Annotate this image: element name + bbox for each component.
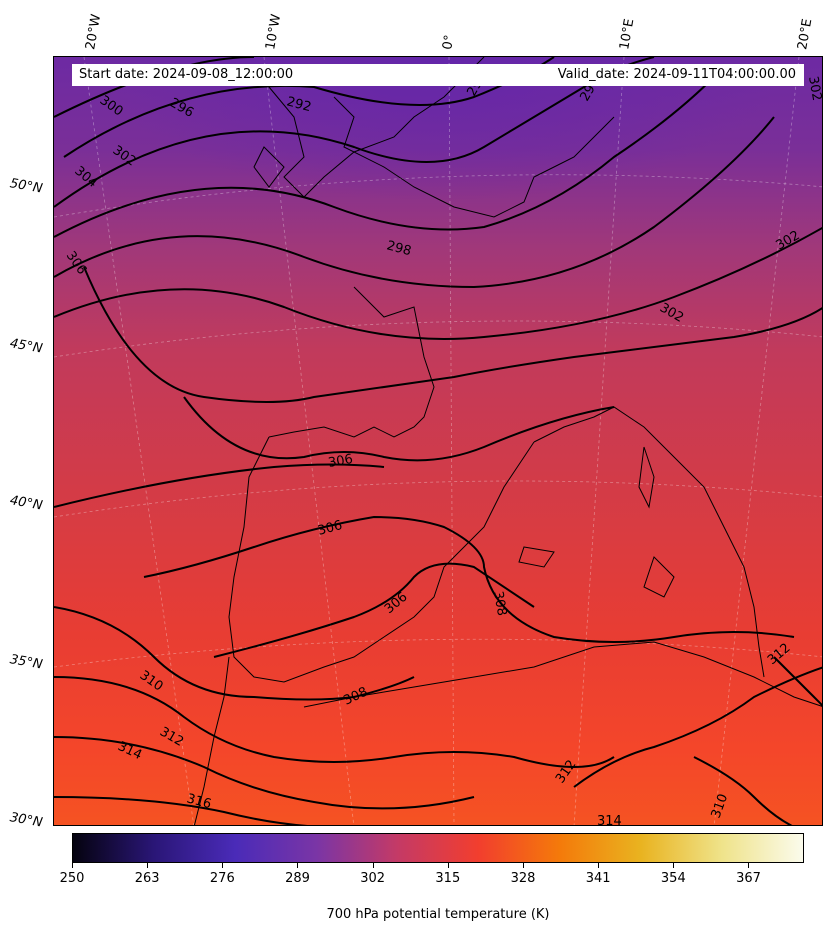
start-date: Start date: 2024-09-08_12:00:00 bbox=[79, 67, 294, 82]
lat-label: 35°N bbox=[8, 652, 44, 673]
contour-label: 316 bbox=[185, 791, 213, 812]
colorbar-tick-label: 328 bbox=[510, 871, 536, 886]
colorbar-tick-label: 367 bbox=[736, 871, 761, 886]
map-canvas: 296 292 294 294 300 302 304 298 306 302 … bbox=[54, 57, 823, 826]
cold-core bbox=[54, 57, 822, 377]
colorbar-tick bbox=[748, 863, 750, 868]
colorbar-tick-label: 302 bbox=[360, 871, 386, 886]
colorbar-tick bbox=[372, 863, 374, 868]
colorbar-tick bbox=[447, 863, 449, 868]
colorbar-tick-label: 354 bbox=[660, 871, 686, 886]
colorbar-tick bbox=[598, 863, 600, 868]
contour-label: 306 bbox=[316, 518, 344, 539]
contour-label: 306 bbox=[327, 452, 354, 471]
contour-label: 298 bbox=[385, 238, 413, 259]
contour-label: 308 bbox=[490, 590, 509, 617]
map-panel: 296 292 294 294 300 302 304 298 306 302 … bbox=[53, 56, 823, 826]
lon-label: 10°W bbox=[263, 13, 285, 52]
lon-label: 20°E bbox=[795, 17, 816, 52]
colorbar-tick-label: 250 bbox=[59, 871, 85, 886]
date-info-bar: Start date: 2024-09-08_12:00:00 Valid_da… bbox=[72, 64, 804, 86]
lat-label: 45°N bbox=[8, 336, 44, 357]
lat-label: 40°N bbox=[8, 493, 44, 514]
lat-label: 30°N bbox=[8, 810, 44, 831]
colorbar-tick bbox=[147, 863, 149, 868]
colorbar-tick bbox=[673, 863, 675, 868]
lon-label: 0° bbox=[440, 33, 458, 51]
colorbar-tick-label: 276 bbox=[209, 871, 235, 886]
colorbar-tick-label: 289 bbox=[285, 871, 310, 886]
colorbar-tick-label: 315 bbox=[435, 871, 461, 886]
contour-label: 292 bbox=[285, 94, 313, 115]
colorbar-tick bbox=[222, 863, 224, 868]
coastlines bbox=[193, 57, 822, 825]
lon-label: 20°W bbox=[83, 13, 105, 52]
colorbar bbox=[72, 833, 804, 863]
colorbar-tick bbox=[297, 863, 299, 868]
contour-lines bbox=[54, 57, 822, 825]
lat-label: 50°N bbox=[8, 176, 44, 197]
contour-label: 302 bbox=[805, 75, 823, 102]
colorbar-tick-label: 341 bbox=[585, 871, 611, 886]
lon-label: 10°E bbox=[617, 17, 638, 52]
colorbar-title: 700 hPa potential temperature (K) bbox=[326, 907, 550, 922]
contour-label: 314 bbox=[597, 814, 622, 826]
valid-date: Valid_date: 2024-09-11T04:00:00.00 bbox=[557, 67, 796, 82]
colorbar-tick bbox=[522, 863, 524, 868]
colorbar-tick bbox=[72, 863, 73, 868]
colorbar-tick-label: 263 bbox=[134, 871, 160, 886]
